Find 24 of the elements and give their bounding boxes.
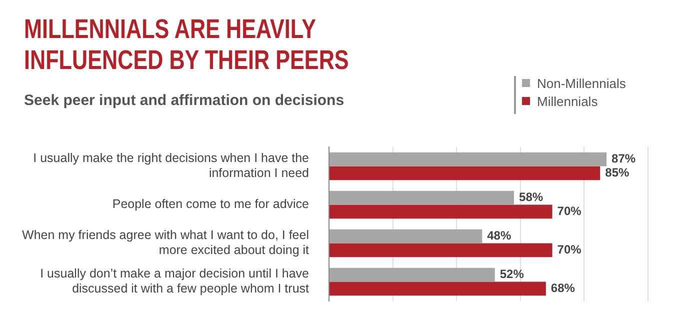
bar [330,282,546,296]
legend-label: Non-Millennials [537,76,626,90]
data-label: 85% [605,165,630,180]
bar [330,152,607,166]
y-tick-label: I usually don’t make a major decision until I have discussed it with a few people whom I trust [40,266,310,296]
bar [330,190,514,205]
y-tick-label: People often come to me for advice [112,197,310,212]
bar [330,229,482,244]
bar [330,166,600,180]
y-tick-label: When my friends agree with what I want to do, I feel more excited about doing it [22,228,310,258]
chart-title: MILLENNIALS ARE HEAVILY INFLUENCED BY THEIR PEERS [24,14,350,76]
data-label: 58% [519,190,544,204]
data-label: 70% [557,204,582,218]
data-label: 87% [612,152,636,166]
data-label: 52% [500,267,524,282]
data-label: 48% [487,228,512,243]
bar [330,268,495,282]
bar [330,243,552,258]
bar [330,204,552,219]
data-label: 68% [550,280,576,295]
data-label: 70% [557,242,582,256]
text: Seek peer input and affirmation on decisions [24,92,344,109]
legend-label: Millennials [537,94,598,108]
y-tick-label: I usually make the right decisions when I have the information I need [33,151,310,180]
